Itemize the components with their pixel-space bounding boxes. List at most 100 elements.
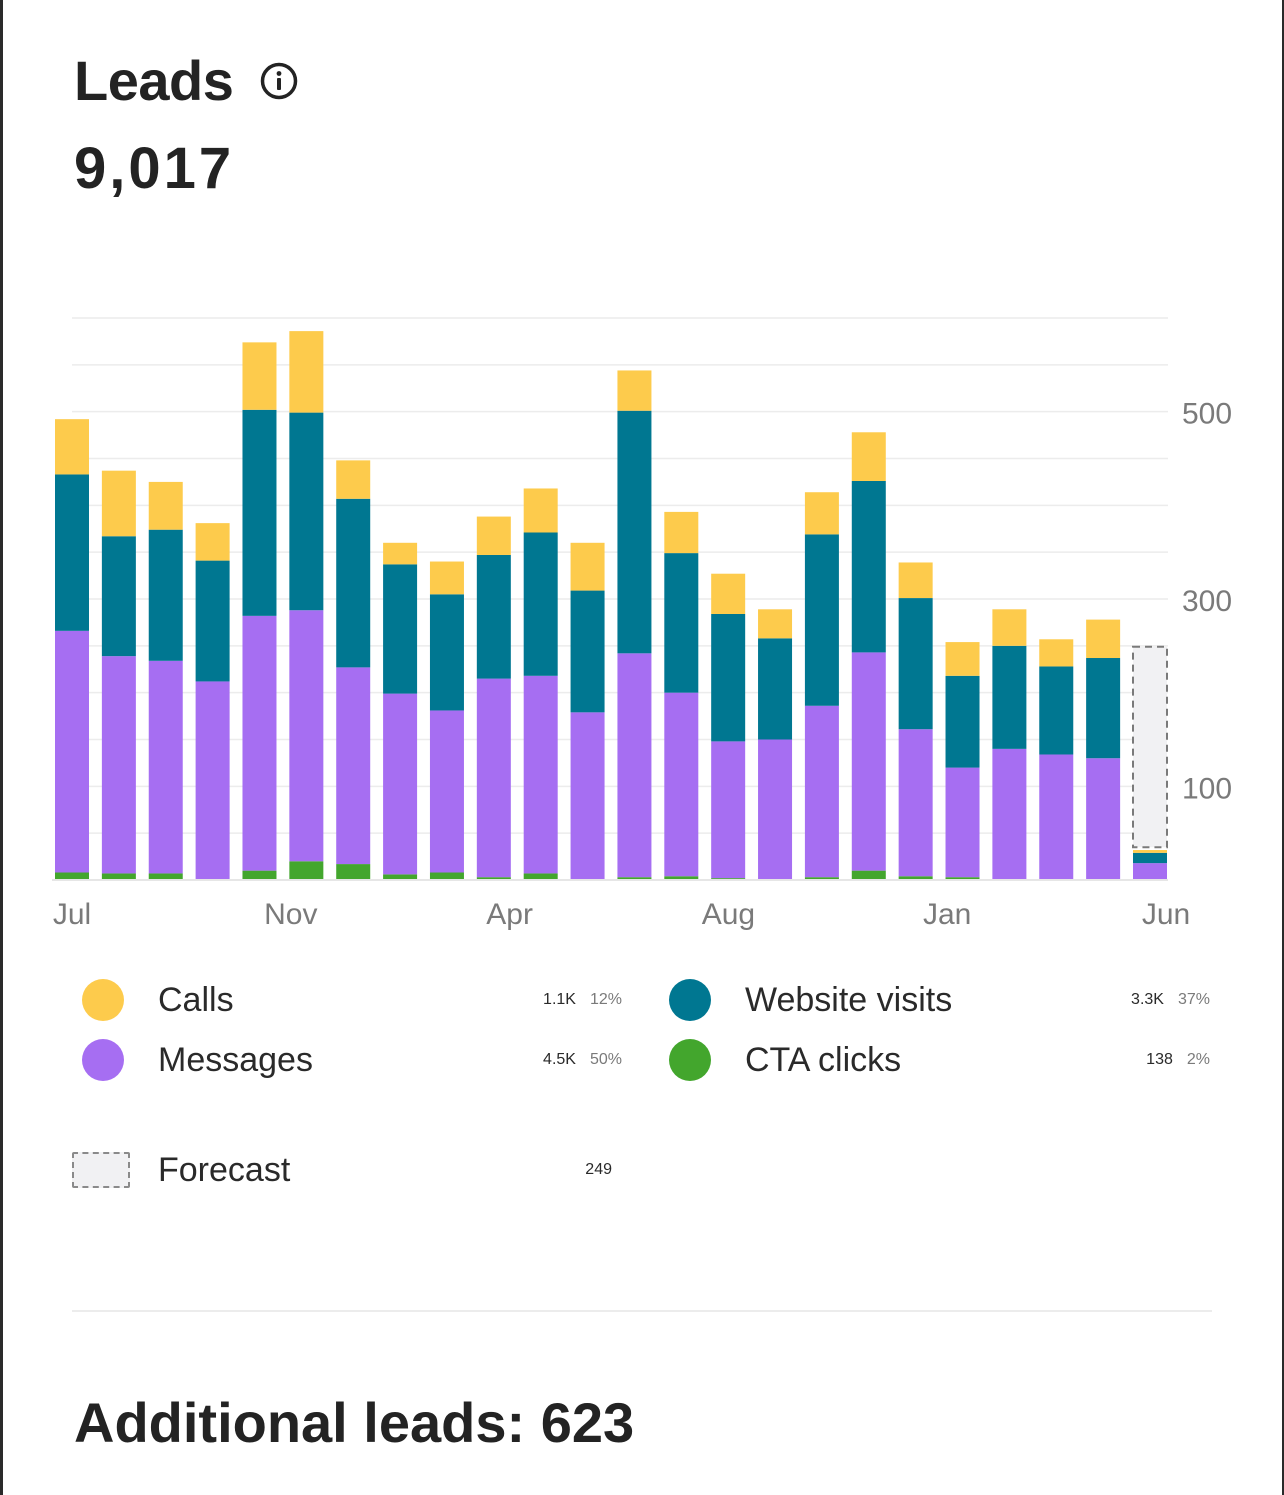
bar-calls[interactable] bbox=[383, 542, 418, 565]
bar-messages[interactable] bbox=[1086, 758, 1121, 880]
bar-website-visits[interactable] bbox=[992, 645, 1027, 749]
bar-calls[interactable] bbox=[992, 609, 1027, 646]
bar-calls[interactable] bbox=[1133, 850, 1167, 853]
bar-messages[interactable] bbox=[242, 615, 277, 871]
bar-website-visits[interactable] bbox=[195, 560, 230, 682]
bar-website-visits[interactable] bbox=[711, 613, 746, 742]
bar-messages[interactable] bbox=[992, 748, 1027, 880]
bar-calls[interactable] bbox=[523, 488, 558, 533]
bar-website-visits[interactable] bbox=[523, 532, 558, 676]
bar-website-visits[interactable] bbox=[289, 412, 324, 611]
bar-messages[interactable] bbox=[289, 610, 324, 862]
bar-cta-clicks[interactable] bbox=[101, 873, 136, 880]
bar-calls[interactable] bbox=[195, 523, 230, 561]
bar-messages[interactable] bbox=[711, 741, 746, 879]
bar-cta-clicks[interactable] bbox=[148, 873, 183, 880]
bar-calls[interactable] bbox=[242, 342, 277, 410]
legend-item-calls[interactable]: Calls bbox=[82, 970, 234, 1030]
bar-cta-clicks[interactable] bbox=[617, 877, 652, 880]
bar-website-visits[interactable] bbox=[758, 638, 793, 740]
legend-item-forecast[interactable]: Forecast bbox=[72, 1140, 290, 1200]
legend-pct-cta-clicks: 2% bbox=[1186, 1051, 1210, 1068]
bar-cta-clicks[interactable] bbox=[851, 870, 886, 880]
bar-messages[interactable] bbox=[1133, 863, 1167, 880]
bar-cta-clicks[interactable] bbox=[945, 877, 980, 880]
bar-calls[interactable] bbox=[570, 542, 605, 591]
bar-website-visits[interactable] bbox=[336, 498, 371, 668]
legend-item-cta-clicks[interactable]: CTA clicks bbox=[669, 1030, 901, 1090]
bar-website-visits[interactable] bbox=[1133, 852, 1167, 864]
bar-calls[interactable] bbox=[101, 470, 136, 537]
bar-website-visits[interactable] bbox=[1039, 666, 1074, 755]
bar-calls[interactable] bbox=[711, 573, 746, 614]
bar-website-visits[interactable] bbox=[429, 594, 464, 711]
bar-website-visits[interactable] bbox=[851, 480, 886, 653]
bar-website-visits[interactable] bbox=[101, 536, 136, 657]
bar-cta-clicks[interactable] bbox=[429, 872, 464, 880]
bar-calls[interactable] bbox=[336, 460, 371, 499]
bar-forecast[interactable] bbox=[1132, 645, 1168, 849]
bar-calls[interactable] bbox=[1039, 639, 1074, 667]
x-tick-label: Aug bbox=[702, 898, 755, 931]
bar-messages[interactable] bbox=[336, 667, 371, 865]
bar-messages[interactable] bbox=[476, 678, 511, 878]
bar-messages[interactable] bbox=[148, 660, 183, 874]
frame-left-border bbox=[0, 0, 3, 1495]
bar-cta-clicks[interactable] bbox=[289, 861, 324, 880]
bar-website-visits[interactable] bbox=[664, 553, 699, 693]
bar-calls[interactable] bbox=[758, 609, 793, 639]
bar-messages[interactable] bbox=[851, 652, 886, 871]
bar-messages[interactable] bbox=[523, 675, 558, 874]
bar-cta-clicks[interactable] bbox=[242, 870, 277, 880]
bar-website-visits[interactable] bbox=[945, 675, 980, 768]
bar-calls[interactable] bbox=[429, 561, 464, 595]
bar-messages[interactable] bbox=[383, 693, 418, 875]
bar-website-visits[interactable] bbox=[383, 564, 418, 694]
bar-calls[interactable] bbox=[1086, 619, 1121, 659]
bar-calls[interactable] bbox=[804, 492, 839, 535]
bar-messages[interactable] bbox=[195, 681, 230, 880]
bar-messages[interactable] bbox=[898, 729, 933, 877]
bar-messages[interactable] bbox=[101, 656, 136, 874]
legend-item-messages[interactable]: Messages bbox=[82, 1030, 313, 1090]
bar-cta-clicks[interactable] bbox=[383, 874, 418, 880]
bar-website-visits[interactable] bbox=[570, 590, 605, 713]
bar-cta-clicks[interactable] bbox=[336, 864, 371, 880]
info-icon[interactable] bbox=[259, 61, 299, 101]
bar-website-visits[interactable] bbox=[804, 534, 839, 706]
bar-messages[interactable] bbox=[758, 739, 793, 880]
bar-cta-clicks[interactable] bbox=[898, 876, 933, 880]
bar-messages[interactable] bbox=[617, 653, 652, 878]
bar-cta-clicks[interactable] bbox=[664, 876, 699, 880]
bar-calls[interactable] bbox=[55, 419, 89, 475]
legend-item-website-visits[interactable]: Website visits bbox=[669, 970, 952, 1030]
bar-cta-clicks[interactable] bbox=[55, 872, 89, 880]
bar-website-visits[interactable] bbox=[898, 598, 933, 730]
bar-messages[interactable] bbox=[55, 630, 89, 873]
bar-cta-clicks[interactable] bbox=[523, 873, 558, 880]
bar-calls[interactable] bbox=[289, 331, 324, 413]
bar-calls[interactable] bbox=[148, 481, 183, 530]
bar-messages[interactable] bbox=[945, 767, 980, 878]
bar-calls[interactable] bbox=[664, 511, 699, 554]
bar-cta-clicks[interactable] bbox=[476, 877, 511, 880]
bar-website-visits[interactable] bbox=[1086, 658, 1121, 759]
bar-calls[interactable] bbox=[851, 432, 886, 481]
bar-website-visits[interactable] bbox=[476, 554, 511, 679]
bar-messages[interactable] bbox=[664, 692, 699, 877]
bar-messages[interactable] bbox=[804, 705, 839, 878]
bar-website-visits[interactable] bbox=[148, 529, 183, 661]
bar-calls[interactable] bbox=[945, 642, 980, 676]
bar-calls[interactable] bbox=[898, 562, 933, 599]
bar-cta-clicks[interactable] bbox=[804, 877, 839, 880]
bar-calls[interactable] bbox=[476, 516, 511, 555]
bar-messages[interactable] bbox=[570, 712, 605, 880]
bar-messages[interactable] bbox=[1039, 754, 1074, 880]
bar-website-visits[interactable] bbox=[242, 409, 277, 616]
bar-website-visits[interactable] bbox=[617, 410, 652, 654]
bar-messages[interactable] bbox=[429, 710, 464, 873]
legend-pct-messages: 50% bbox=[589, 1051, 622, 1068]
bar-calls[interactable] bbox=[617, 370, 652, 411]
leads-total: 9,017 bbox=[74, 136, 235, 201]
bar-website-visits[interactable] bbox=[55, 474, 89, 631]
